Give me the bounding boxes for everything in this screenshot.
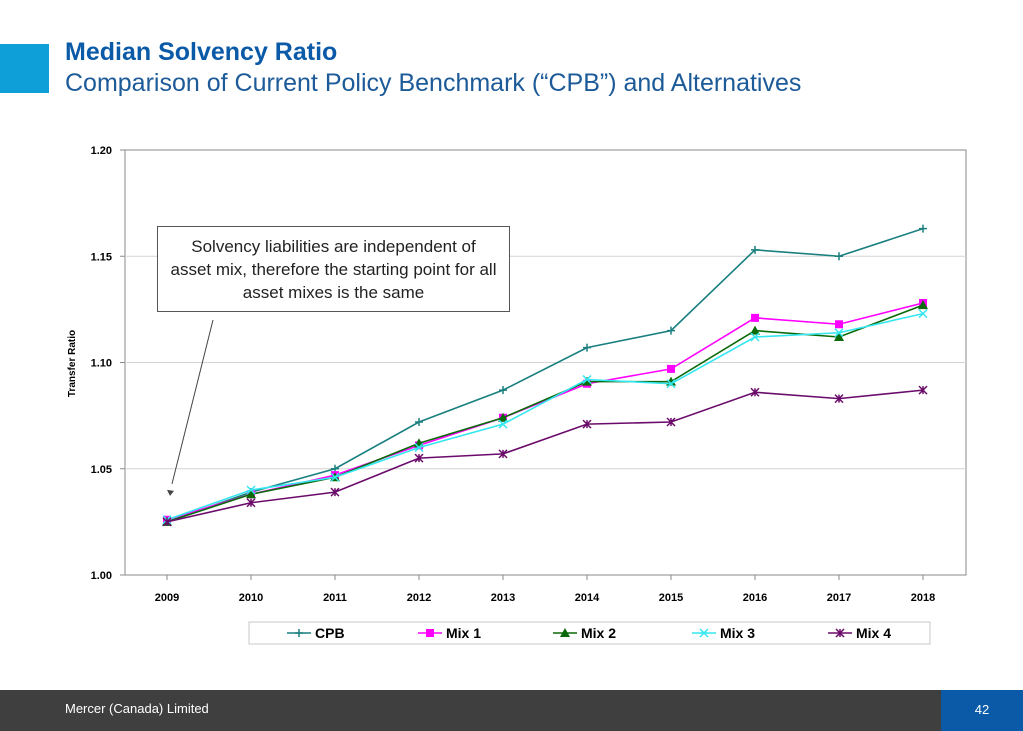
data-point-mix-2 <box>582 376 592 386</box>
data-point-cpb <box>667 326 675 335</box>
data-point-cpb <box>751 245 759 254</box>
footer-bar: Mercer (Canada) Limited 42 <box>0 690 1023 731</box>
data-point-mix-4 <box>414 453 424 463</box>
y-tick-label: 1.15 <box>91 251 112 263</box>
page-title: Median Solvency Ratio <box>65 38 338 66</box>
data-point-mix-3 <box>582 374 592 385</box>
legend-label-mix-4: Mix 4 <box>856 625 891 641</box>
x-tick-label: 2016 <box>743 592 767 604</box>
page-subtitle: Comparison of Current Policy Benchmark (… <box>65 69 802 97</box>
legend-marker-mix-4 <box>835 628 845 638</box>
data-point-mix-2 <box>834 332 844 341</box>
footer-company: Mercer (Canada) Limited <box>65 701 209 716</box>
data-point-mix-3 <box>750 332 760 342</box>
x-tick-label: 2018 <box>911 592 935 604</box>
series-line-cpb <box>166 227 924 523</box>
data-point-mix-4 <box>666 417 676 427</box>
data-point-mix-2 <box>918 300 928 310</box>
data-point-mix-1 <box>667 364 675 373</box>
legend-label-mix-1: Mix 1 <box>446 625 481 641</box>
legend-label-cpb: CPB <box>315 625 345 641</box>
legend-label-mix-2: Mix 2 <box>581 625 616 641</box>
data-point-cpb <box>583 343 591 352</box>
y-tick-label: 1.05 <box>91 464 112 476</box>
data-point-mix-4 <box>330 487 340 497</box>
x-tick-label: 2013 <box>491 592 515 604</box>
annotation-arrow <box>171 319 214 484</box>
legend-label-mix-3: Mix 3 <box>720 625 755 641</box>
data-point-cpb <box>415 418 423 426</box>
y-axis-label: Transfer Ratio <box>67 330 78 397</box>
data-point-mix-3 <box>414 442 424 453</box>
data-point-mix-3 <box>498 419 508 429</box>
x-tick-label: 2017 <box>827 592 851 604</box>
legend-marker-mix-2 <box>560 628 570 637</box>
data-point-mix-1 <box>835 320 843 329</box>
annotation-callout: Solvency liabilities are independent of … <box>157 226 510 312</box>
series-line-mix-4 <box>166 389 924 523</box>
data-point-mix-2 <box>498 412 508 422</box>
data-point-mix-4 <box>162 517 172 527</box>
legend-marker-cpb <box>295 629 303 637</box>
legend-marker-mix-1 <box>426 629 434 637</box>
y-tick-label: 1.20 <box>91 145 112 157</box>
accent-square <box>0 44 49 93</box>
page-number-box: 42 <box>941 690 1023 731</box>
x-tick-label: 2014 <box>575 592 600 604</box>
data-point-mix-3 <box>918 309 928 319</box>
data-point-mix-1 <box>751 313 759 322</box>
annotation-arrowhead <box>167 489 174 496</box>
data-point-cpb <box>919 224 927 233</box>
series-line-mix-3 <box>166 312 924 521</box>
data-point-mix-4 <box>750 387 760 397</box>
x-tick-label: 2010 <box>239 592 263 604</box>
data-point-mix-2 <box>246 489 256 499</box>
x-tick-label: 2009 <box>155 592 179 604</box>
data-point-mix-2 <box>750 325 760 335</box>
data-point-mix-4 <box>582 419 592 429</box>
data-point-mix-3 <box>246 485 256 495</box>
data-point-mix-4 <box>834 394 844 404</box>
legend-marker-mix-3 <box>699 628 709 638</box>
data-point-mix-4 <box>918 385 928 395</box>
legend-box <box>248 621 931 645</box>
series-line-mix-1 <box>166 302 924 521</box>
data-point-mix-3 <box>666 379 676 389</box>
data-point-mix-4 <box>498 449 508 459</box>
y-tick-label: 1.10 <box>91 358 112 370</box>
line-chart: 1.00 1.05 1.10 1.15 1.20 2009 2010 2011 2012 2013… <box>67 145 967 645</box>
x-tick-label: 2012 <box>407 592 431 604</box>
series-line-mix-2 <box>166 304 924 523</box>
data-point-mix-3 <box>330 472 340 482</box>
y-tick-label: 1.00 <box>91 570 112 582</box>
data-point-mix-4 <box>246 498 256 508</box>
data-point-mix-3 <box>834 328 844 338</box>
data-point-cpb <box>835 252 843 261</box>
data-point-cpb <box>499 386 507 395</box>
x-tick-label: 2011 <box>323 592 347 604</box>
page-number: 42 <box>974 702 990 717</box>
x-tick-label: 2015 <box>659 592 683 604</box>
